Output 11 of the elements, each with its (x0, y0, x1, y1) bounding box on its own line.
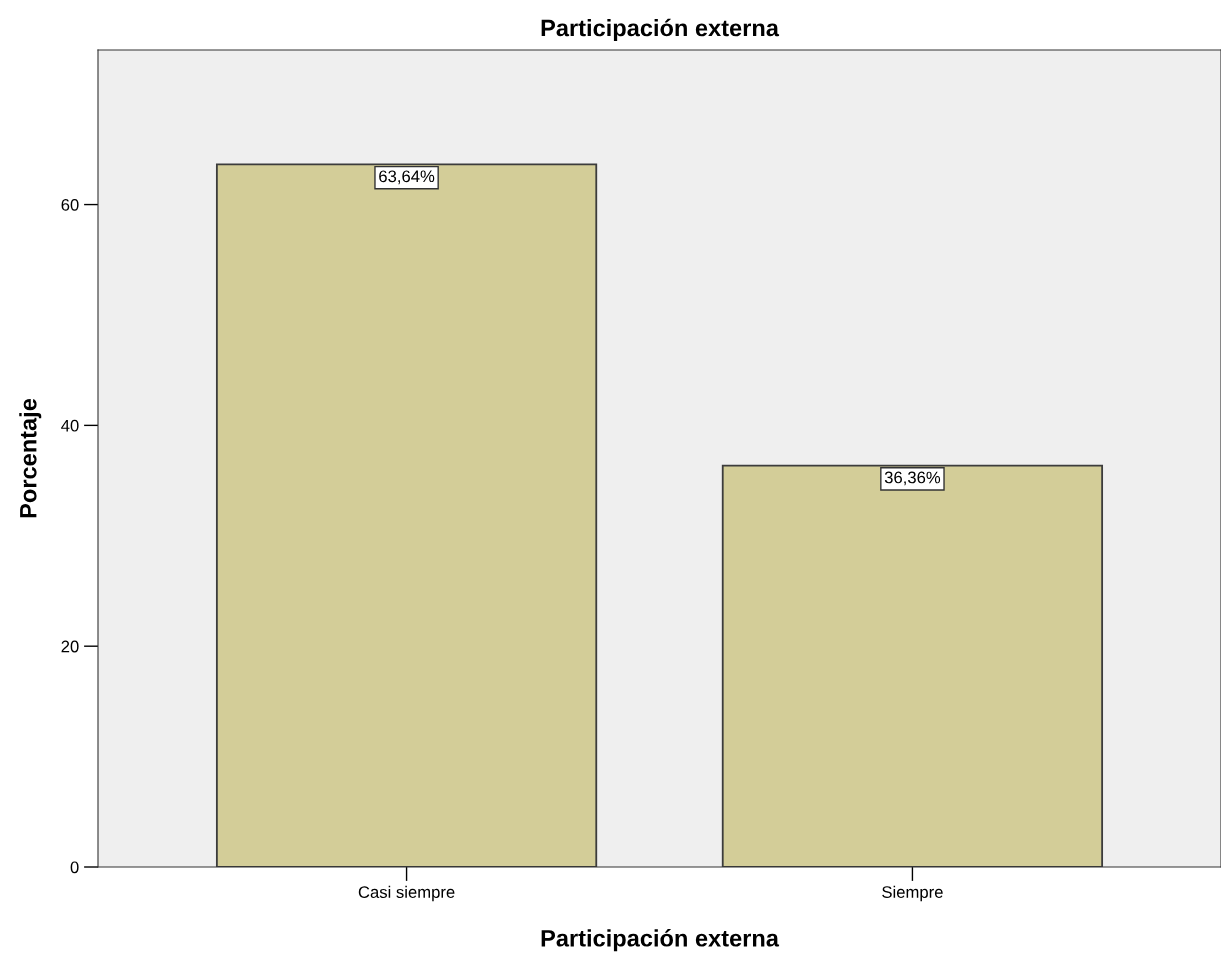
x-axis-title: Participación externa (541, 929, 780, 952)
x-tick-label: Siempre (882, 885, 943, 902)
y-tick-label: 0 (70, 861, 79, 874)
y-axis-title: Porcentaje (19, 398, 42, 518)
x-tick-label: Casi siempre (358, 885, 455, 902)
data-label: 36,36% (884, 471, 941, 486)
chart-title: Participación externa (541, 18, 780, 42)
y-tick-label: 20 (61, 640, 79, 653)
y-tick-label: 40 (61, 419, 79, 432)
data-label: 63,64% (379, 170, 435, 185)
y-tick-label: 60 (61, 198, 79, 211)
